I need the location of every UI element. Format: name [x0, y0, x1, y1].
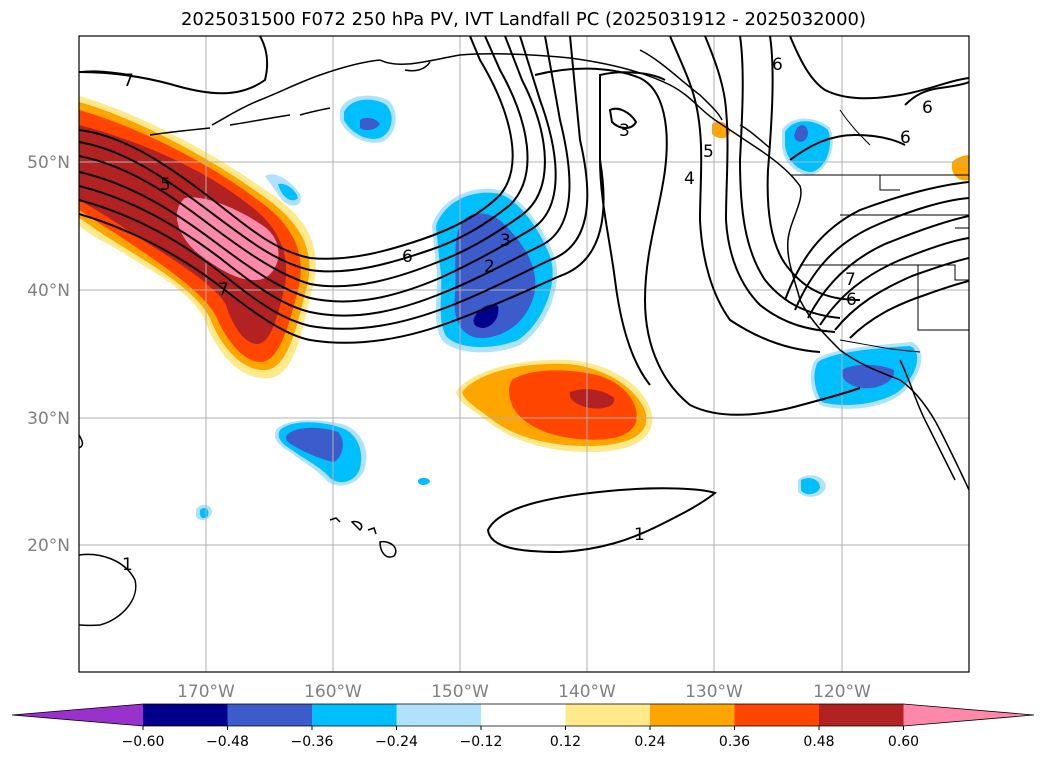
colorbar: −0.60 −0.48 −0.36 −0.24 −0.12 0.12 0.24 0.36 0.4…: [11, 703, 1035, 750]
filled-anomalies: [79, 95, 969, 521]
contour-label: 3: [500, 231, 511, 251]
colorbar-segment: [227, 704, 313, 726]
lat-label: 40°N: [27, 281, 70, 301]
gridlines: [79, 36, 969, 672]
colorbar-tick-label: 0.24: [634, 734, 665, 750]
contour-label: 6: [846, 290, 857, 310]
contour-label: 1: [122, 555, 133, 575]
contour-label: 3: [619, 121, 630, 141]
lon-label: 150°W: [431, 682, 489, 702]
colorbar-tick-label: −0.36: [291, 734, 334, 750]
contour-label: 7: [123, 71, 134, 91]
colorbar-extend-min: [12, 704, 143, 726]
colorbar-segment: [143, 704, 228, 726]
colorbar-segment: [396, 704, 482, 726]
contour-label: 1: [634, 525, 645, 545]
contour-label: 6: [922, 98, 933, 118]
map-frame: [78, 35, 970, 673]
contour-label: 6: [402, 247, 413, 267]
colorbar-segment: [734, 704, 820, 726]
contour-label: 7: [218, 280, 229, 300]
colorbar-tick-label: −0.48: [206, 734, 249, 750]
colorbar-segment: [650, 704, 735, 726]
coastlines: [79, 49, 969, 627]
colorbar-segment: [481, 704, 566, 726]
lon-label: 130°W: [685, 682, 743, 702]
contour-label: 6: [900, 128, 911, 148]
colorbar-tick-label: 0.48: [803, 734, 834, 750]
colorbar-tick-label: 0.12: [550, 734, 581, 750]
lon-label: 120°W: [813, 682, 871, 702]
contour-label: 4: [684, 169, 695, 189]
colorbar-tick-label: −0.12: [460, 734, 503, 750]
colorbar-tick-label: 0.60: [888, 734, 919, 750]
colorbar-segment: [312, 704, 397, 726]
lon-label: 170°W: [177, 682, 235, 702]
colorbar-tick-label: −0.60: [122, 734, 165, 750]
map-panel: 7 5 7 6 3 2 3 5 4 6 6 6 7 6 1 1: [79, 36, 969, 672]
colorbar-tick-label: −0.24: [375, 734, 418, 750]
lat-label: 30°N: [27, 409, 70, 429]
lon-label: 160°W: [304, 682, 362, 702]
contour-label: 5: [160, 175, 171, 195]
contour-label: 2: [484, 257, 495, 277]
contour-label: 7: [845, 270, 856, 290]
longitude-labels: 170°W 160°W 150°W 140°W 130°W 120°W: [177, 682, 871, 702]
lat-label: 50°N: [27, 153, 70, 173]
latitude-labels: 50°N 40°N 30°N 20°N: [27, 153, 70, 556]
contour-label: 5: [703, 142, 714, 162]
colorbar-segment: [819, 704, 904, 726]
colorbar-segment: [565, 704, 651, 726]
pv-contours: [79, 36, 969, 554]
contour-labels: 7 5 7 6 3 2 3 5 4 6 6 6 7 6 1 1: [122, 55, 933, 575]
lat-label: 20°N: [27, 536, 70, 556]
lon-label: 140°W: [558, 682, 616, 702]
contour-label: 6: [772, 55, 783, 75]
colorbar-extend-max: [903, 704, 1034, 726]
map-title: 2025031500 F072 250 hPa PV, IVT Landfall…: [180, 9, 867, 30]
colorbar-tick-label: 0.36: [719, 734, 750, 750]
